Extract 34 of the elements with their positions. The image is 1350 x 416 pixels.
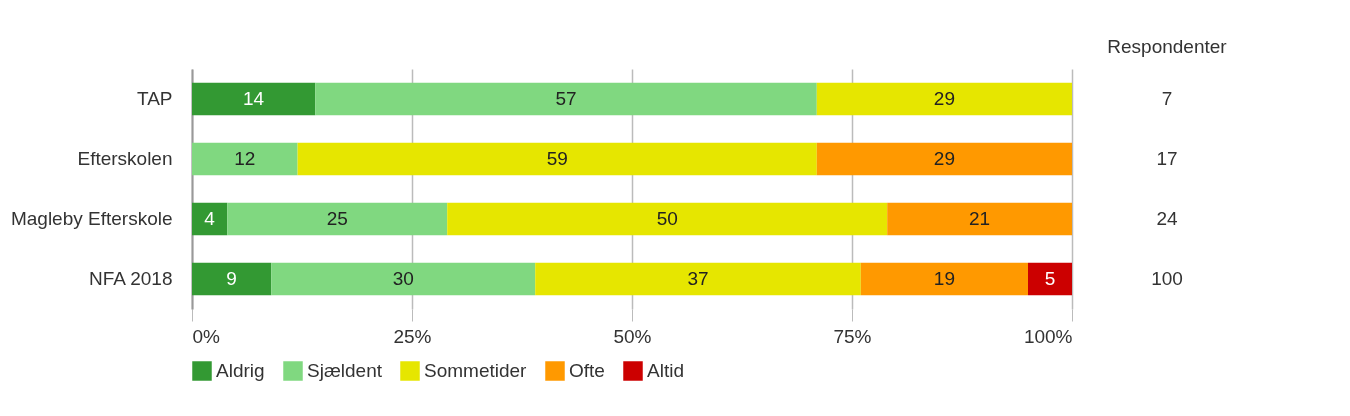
- legend-label: Sommetider: [424, 360, 528, 381]
- x-tick-label: 25%: [393, 325, 432, 347]
- data-label: 57: [555, 88, 577, 109]
- text: Respondenter: [1107, 36, 1228, 57]
- data-label: 9: [226, 268, 237, 289]
- text: 7: [1161, 88, 1173, 109]
- data-label: 29: [933, 88, 955, 109]
- legend-label: Ofte: [569, 360, 605, 381]
- y-tick-label: Magleby Efterskole: [10, 208, 173, 229]
- x-tick-label: 50%: [613, 325, 652, 347]
- text: 100: [1151, 268, 1183, 289]
- data-label: 21: [969, 208, 991, 229]
- y-tick-label: NFA 2018: [89, 268, 173, 289]
- data-label: 50: [656, 208, 678, 229]
- y-tick-label: TAP: [136, 88, 173, 109]
- text: 17: [1156, 148, 1178, 169]
- data-label: 37: [687, 268, 709, 289]
- x-tick-label: 0%: [192, 325, 221, 347]
- data-label: 14: [243, 88, 265, 109]
- data-label: 29: [933, 148, 955, 169]
- legend-label: Aldrig: [216, 360, 265, 381]
- data-label: 59: [546, 148, 568, 169]
- text: 24: [1156, 208, 1178, 229]
- data-label: 12: [234, 148, 256, 169]
- y-tick-label: Efterskolen: [77, 148, 173, 169]
- data-label: 19: [933, 268, 955, 289]
- data-label: 25: [326, 208, 348, 229]
- data-label: 4: [204, 208, 216, 229]
- legend-label: Sjældent: [307, 360, 383, 381]
- data-label: 5: [1044, 268, 1056, 289]
- x-tick-label: 75%: [833, 325, 872, 347]
- legend-label: Altid: [647, 360, 684, 381]
- x-tick-label: 100%: [1023, 325, 1073, 347]
- data-label: 30: [392, 268, 414, 289]
